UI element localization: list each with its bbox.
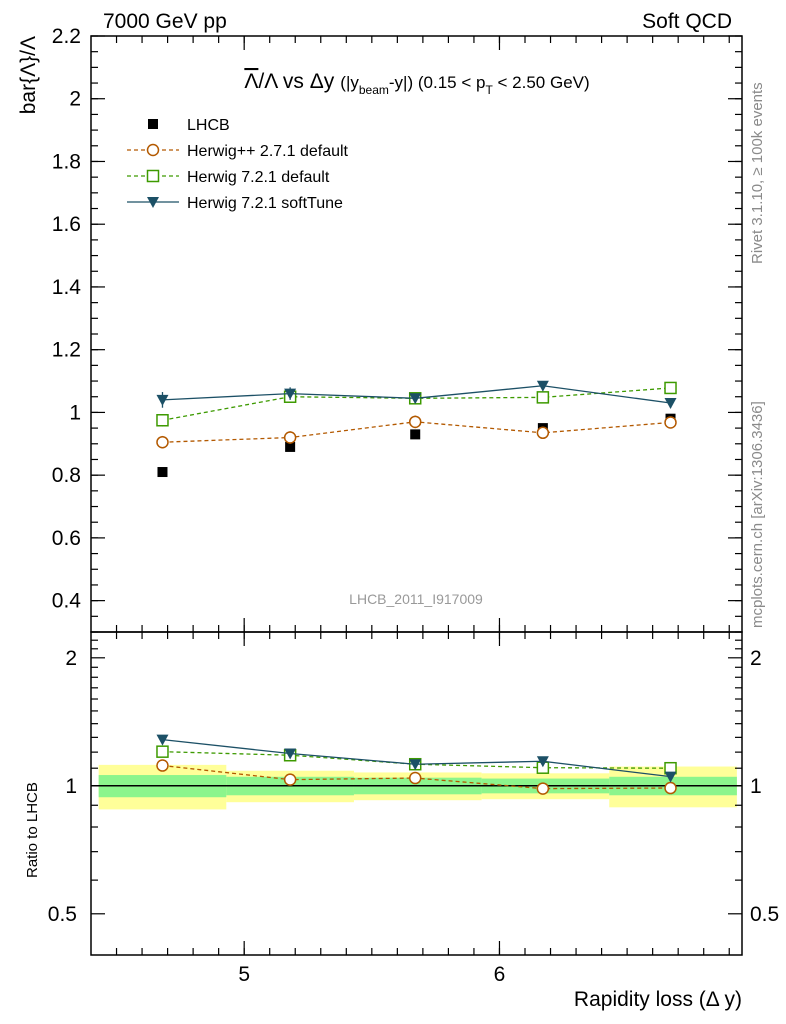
x-tick-label: 5	[238, 963, 250, 986]
series-2-ratio-point	[156, 745, 169, 758]
title-sub-beam: beam	[359, 83, 389, 97]
series-0-point	[157, 467, 168, 478]
title-ratio: /Λ vs	[258, 70, 309, 93]
y-tick-label: 1.6	[52, 213, 81, 236]
ratio-y-axis: 0.5 0.5 1 1 2 2	[48, 639, 779, 926]
series-3-ratio-point	[409, 759, 422, 771]
ratio-uncertainty-bands	[98, 764, 737, 810]
legend-entry: Herwig 7.2.1 softTune	[187, 195, 343, 212]
legend-marker	[147, 197, 159, 208]
ratio-y-axis-label: Ratio to LHCB	[24, 782, 41, 878]
process-label: Soft QCD	[642, 10, 732, 33]
series-1-ratio-point	[536, 782, 550, 795]
collision-label: 7000 GeV pp	[103, 10, 227, 33]
x-axis-label: Rapidity loss (Δ y)	[574, 988, 742, 1011]
main-y-axis: 0.4 0.6 0.8 1 1.2 1.4 1.6 1.8 2 2.2	[52, 25, 742, 633]
series-3-ratio-point	[664, 771, 677, 783]
ratio-tick-label: 0.5	[48, 903, 77, 926]
main-series-group	[156, 380, 677, 478]
series-3-ratio-point	[536, 756, 549, 768]
legend-entry: LHCB	[187, 117, 230, 134]
title-paren-mid: -y|) (0.15 < p	[389, 73, 486, 92]
y-tick-label: 1.2	[52, 339, 81, 362]
ratio-series-group	[156, 734, 677, 795]
x-tick-label: 6	[494, 963, 506, 986]
plot-title: Λ/Λ vs Δy (|ybeam-y|) (0.15 < pT < 2.50 G…	[244, 70, 589, 97]
y-tick-label: 2	[69, 88, 81, 111]
mcplots-label: mcplots.cern.ch [arXiv:1306.3436]	[749, 401, 766, 628]
series-3-ratio-point	[284, 748, 297, 760]
series-3-point	[536, 380, 549, 392]
analysis-id-watermark: LHCB_2011_I917009	[349, 591, 483, 607]
series-3-ratio-point	[156, 734, 169, 746]
series-3-point	[284, 388, 297, 400]
ratio-tick-label-right: 1	[750, 775, 762, 798]
y-tick-label: 0.4	[52, 590, 82, 613]
rivet-version-label: Rivet 3.1.10, ≥ 100k events	[749, 82, 766, 264]
ratio-plot-frame	[90, 631, 743, 956]
series-3-point	[409, 393, 422, 405]
series-0-point	[410, 429, 421, 440]
series-1-point	[536, 426, 550, 440]
series-2-point	[536, 391, 550, 404]
ratio-tick-label-right: 2	[750, 647, 762, 670]
series-1-ratio-point	[156, 759, 169, 772]
series-2-point	[156, 414, 169, 427]
series-1-ratio-point	[283, 773, 297, 786]
title-lambda-bar: Λ	[244, 70, 258, 93]
y-tick-label: 1	[69, 401, 81, 424]
ratio-tick-label-right: 0.5	[750, 903, 779, 926]
series-2-point	[664, 381, 677, 395]
y-tick-label: 1.4	[52, 276, 82, 299]
series-3-point	[156, 394, 169, 406]
y-tick-label: 0.8	[52, 464, 81, 487]
legend-marker	[146, 169, 160, 183]
ratio-tick-label: 1	[65, 775, 77, 798]
series-1-point	[408, 415, 422, 429]
y-tick-label: 0.6	[52, 527, 81, 550]
series-1-point	[283, 431, 297, 444]
title-paren-close: < 2.50 GeV)	[493, 73, 590, 92]
y-tick-label: 2.2	[52, 25, 81, 48]
legend-entry: Herwig 7.2.1 default	[187, 169, 330, 186]
title-paren-open: (|y	[340, 73, 359, 92]
title-delta-y: Δy	[310, 70, 335, 93]
ratio-tick-label: 2	[65, 647, 77, 670]
series-1-ratio-point	[664, 781, 677, 795]
series-1-point	[664, 416, 677, 429]
series-1-ratio-point	[408, 771, 422, 785]
y-axis-label: bar{Λ}/Λ	[17, 36, 40, 114]
y-tick-label: 1.8	[52, 150, 81, 173]
series-0-point	[285, 441, 296, 452]
title-sub-t: T	[485, 83, 493, 97]
series-1-point	[156, 435, 169, 449]
series-3-point	[664, 398, 677, 410]
legend-entry: Herwig++ 2.7.1 default	[187, 143, 349, 160]
legend-marker	[148, 119, 158, 129]
legend-marker	[146, 143, 160, 157]
legend: LHCB Herwig++ 2.7.1 default Herwig 7.2.1 d…	[127, 117, 349, 212]
